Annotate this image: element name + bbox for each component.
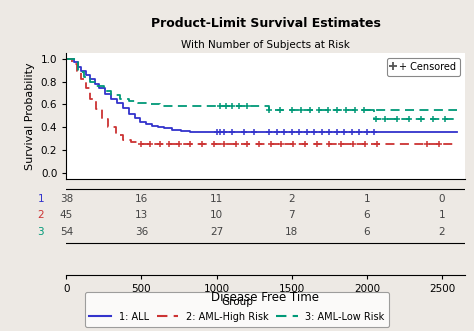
Legend: + Censored: + Censored	[387, 58, 460, 75]
Text: 1: 1	[37, 194, 44, 204]
Text: 10: 10	[210, 210, 223, 220]
Text: 27: 27	[210, 227, 223, 237]
Text: Product-Limit Survival Estimates: Product-Limit Survival Estimates	[151, 17, 380, 29]
Text: 38: 38	[60, 194, 73, 204]
Text: 2: 2	[37, 210, 44, 220]
Text: 16: 16	[135, 194, 148, 204]
Text: 0: 0	[439, 194, 445, 204]
Text: 54: 54	[60, 227, 73, 237]
Text: 7: 7	[288, 210, 295, 220]
Text: 2: 2	[288, 194, 295, 204]
Text: 2: 2	[438, 227, 445, 237]
Y-axis label: Survival Probability: Survival Probability	[25, 62, 35, 170]
Text: 1: 1	[438, 210, 445, 220]
Text: Disease Free Time: Disease Free Time	[211, 291, 319, 304]
Text: 3: 3	[37, 227, 44, 237]
Text: 6: 6	[364, 227, 370, 237]
Text: 6: 6	[364, 210, 370, 220]
Text: With Number of Subjects at Risk: With Number of Subjects at Risk	[181, 40, 350, 50]
Text: 13: 13	[135, 210, 148, 220]
Text: 18: 18	[285, 227, 298, 237]
Text: 45: 45	[60, 210, 73, 220]
Text: 36: 36	[135, 227, 148, 237]
Text: 1: 1	[364, 194, 370, 204]
Text: 11: 11	[210, 194, 223, 204]
Legend: 1: ALL, 2: AML-High Risk, 3: AML-Low Risk: 1: ALL, 2: AML-High Risk, 3: AML-Low Ris…	[85, 292, 389, 327]
